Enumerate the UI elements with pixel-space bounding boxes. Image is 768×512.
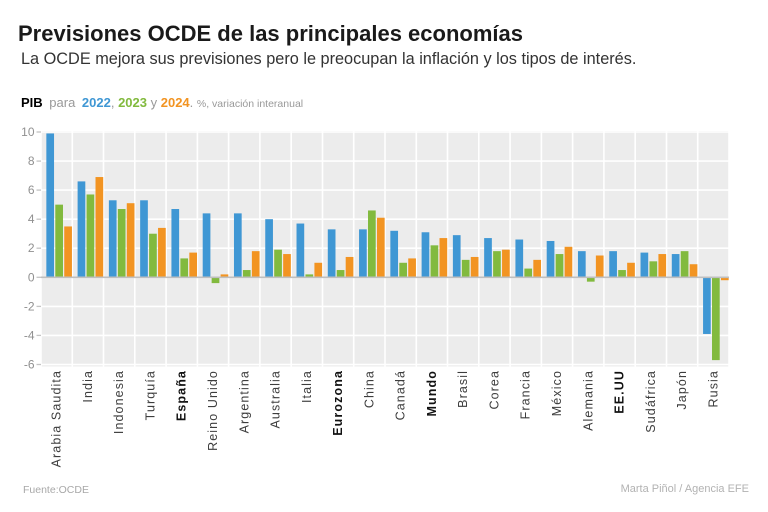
svg-text:Brasil: Brasil bbox=[456, 370, 470, 408]
svg-text:8: 8 bbox=[28, 154, 35, 168]
svg-text:Indonesia: Indonesia bbox=[112, 370, 126, 434]
svg-text:España: España bbox=[175, 370, 189, 421]
svg-text:-6: -6 bbox=[24, 358, 35, 372]
svg-text:Corea: Corea bbox=[488, 370, 502, 410]
svg-text:Arabia Saudita: Arabia Saudita bbox=[50, 370, 64, 467]
svg-text:Eurozona: Eurozona bbox=[331, 370, 345, 436]
svg-text:Sudáfrica: Sudáfrica bbox=[644, 370, 658, 433]
svg-text:Turquía: Turquía bbox=[144, 370, 158, 420]
svg-text:México: México bbox=[550, 370, 564, 416]
svg-text:10: 10 bbox=[21, 125, 35, 139]
svg-text:Argentina: Argentina bbox=[237, 370, 251, 433]
svg-text:2: 2 bbox=[28, 241, 35, 255]
svg-text:-2: -2 bbox=[24, 299, 35, 313]
svg-text:EE.UU: EE.UU bbox=[613, 370, 627, 414]
svg-text:Australia: Australia bbox=[269, 370, 283, 429]
svg-text:4: 4 bbox=[28, 212, 35, 226]
svg-text:Francia: Francia bbox=[519, 370, 533, 419]
svg-text:-4: -4 bbox=[24, 328, 35, 342]
svg-text:Japón: Japón bbox=[675, 370, 689, 410]
svg-text:India: India bbox=[81, 370, 95, 403]
svg-text:Reino Unido: Reino Unido bbox=[206, 370, 220, 451]
svg-text:0: 0 bbox=[28, 270, 35, 284]
svg-text:Rusia: Rusia bbox=[706, 370, 720, 407]
svg-text:Canadá: Canadá bbox=[394, 370, 408, 420]
svg-text:China: China bbox=[362, 370, 376, 408]
svg-text:Mundo: Mundo bbox=[425, 370, 439, 416]
svg-text:Alemania: Alemania bbox=[581, 370, 595, 431]
svg-text:Italia: Italia bbox=[300, 370, 314, 403]
svg-text:6: 6 bbox=[28, 183, 35, 197]
